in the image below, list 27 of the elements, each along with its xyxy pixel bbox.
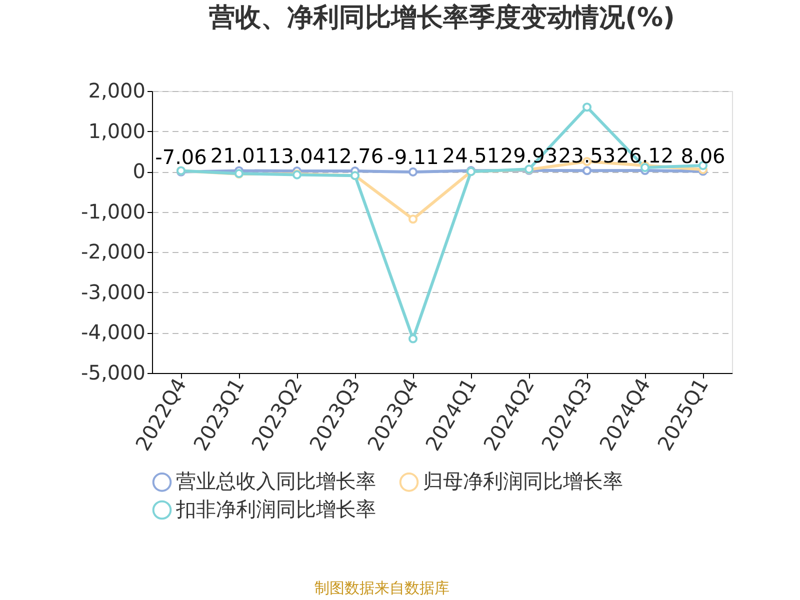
data-label: -7.06	[155, 144, 207, 169]
text: 制图数据来自数据库	[314, 579, 450, 597]
data-label: 29.93	[500, 143, 558, 168]
point	[582, 102, 592, 112]
y-tick-label: 1,000	[88, 118, 146, 143]
legend-label: 扣非净利润同比增长率	[175, 497, 376, 521]
legend-label: 归母净利润同比增长率	[423, 469, 623, 494]
legend-label: 营业总收入同比增长率	[176, 469, 376, 494]
y-tick-label: -4,000	[81, 320, 146, 344]
data-label: 21.01	[210, 144, 268, 168]
data-label: -9.11	[387, 144, 439, 169]
point	[582, 166, 592, 176]
y-tick-label: -1,000	[81, 199, 146, 224]
data-label: 12.76	[326, 144, 384, 168]
y-tick-label: 2,000	[88, 78, 146, 102]
data-label: 23.53	[558, 144, 616, 168]
data-label: 26.12	[616, 144, 674, 168]
y-tick-label: -3,000	[81, 280, 146, 304]
data-label: 13.04	[268, 144, 326, 168]
chart-title: 营收、净利同比增长率季度变动情况(%)	[208, 3, 675, 33]
y-tick-label: -2,000	[81, 240, 146, 264]
data-label: 24.51	[442, 144, 500, 168]
point	[408, 214, 418, 224]
point	[408, 167, 418, 176]
point	[408, 334, 418, 344]
y-tick-label: 0	[132, 159, 146, 184]
data-label: 8.06	[680, 144, 726, 168]
